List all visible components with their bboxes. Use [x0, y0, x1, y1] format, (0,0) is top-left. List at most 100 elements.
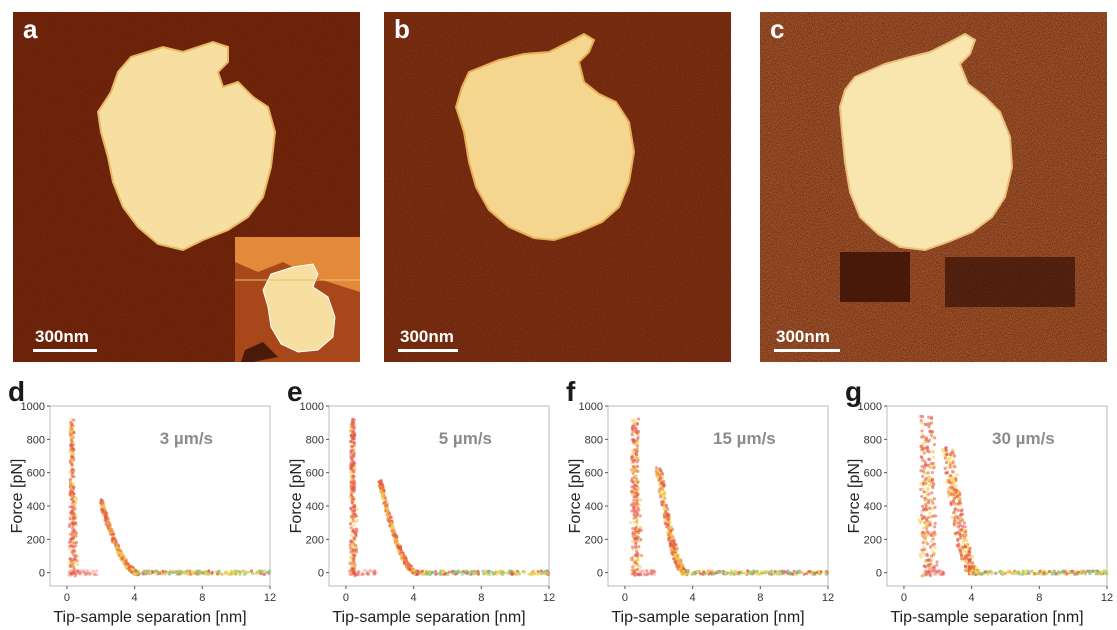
curve-point: [941, 448, 944, 451]
curve-point: [69, 517, 72, 520]
curve-point: [104, 519, 107, 522]
curve-point: [919, 553, 922, 556]
curve-point: [69, 478, 72, 481]
curve-point: [79, 573, 82, 576]
curve-point: [927, 558, 930, 561]
curve-point: [953, 482, 956, 485]
curve-point: [399, 547, 402, 550]
curve-point: [354, 544, 357, 547]
curve-point: [945, 456, 948, 459]
curve-point: [477, 573, 480, 576]
y-axis-label: Force [pN]: [846, 459, 863, 534]
curve-point: [1021, 572, 1024, 575]
curve-point: [922, 470, 925, 473]
curve-point: [635, 491, 638, 494]
curve-point: [924, 536, 927, 539]
curve-point: [178, 571, 181, 574]
curve-point: [928, 512, 931, 515]
curve-point: [960, 517, 963, 520]
curve-point: [72, 448, 75, 451]
curve-point: [662, 498, 665, 501]
curve-point: [923, 548, 926, 551]
curve-point: [928, 520, 931, 523]
curve-point: [702, 570, 705, 573]
curve-point: [924, 521, 927, 524]
curve-point: [978, 572, 981, 575]
curve-point: [348, 573, 351, 576]
y-axis-label: Force [pN]: [567, 459, 584, 534]
curve-point: [381, 497, 384, 500]
x-tick-label: 12: [264, 592, 276, 604]
curve-point: [936, 570, 939, 573]
curve-point: [523, 570, 526, 573]
curve-point: [104, 516, 107, 519]
curve-point: [71, 521, 74, 524]
curve-point: [956, 516, 959, 519]
curve-point: [352, 463, 355, 466]
curve-point: [924, 478, 927, 481]
curve-point: [709, 572, 712, 575]
curve-point: [353, 441, 356, 444]
curve-point: [1042, 571, 1045, 574]
curve-point: [965, 539, 968, 542]
curve-point: [395, 541, 398, 544]
curve-point: [663, 505, 666, 508]
curve-point: [354, 531, 357, 534]
curve-point: [794, 570, 797, 573]
curve-point: [922, 516, 925, 519]
curve-point: [73, 504, 76, 507]
curve-point: [928, 573, 931, 576]
curve-point: [74, 507, 77, 510]
curve-point: [920, 429, 923, 432]
curve-point: [931, 471, 934, 474]
curve-point: [919, 415, 922, 418]
y-tick-label: 1000: [300, 401, 324, 413]
x-tick-label: 4: [132, 592, 138, 604]
scale-bar-b: [398, 349, 458, 352]
curve-point: [959, 534, 962, 537]
curve-point: [636, 481, 639, 484]
curve-point: [658, 490, 661, 493]
x-tick-label: 12: [1101, 592, 1113, 604]
curve-point: [797, 569, 800, 572]
curve-point: [631, 546, 634, 549]
curve-point: [386, 507, 389, 510]
curve-point: [964, 565, 967, 568]
curve-point: [686, 569, 689, 572]
curve-point: [769, 572, 772, 575]
curve-point: [439, 573, 442, 576]
curve-point: [350, 526, 353, 529]
curve-point: [632, 535, 635, 538]
curve-point: [432, 571, 435, 574]
curve-point: [143, 569, 146, 572]
curve-point: [637, 417, 640, 420]
curve-point: [186, 572, 189, 575]
curve-point: [636, 503, 639, 506]
curve-point: [949, 474, 952, 477]
curve-point: [351, 530, 354, 533]
y-tick-label: 0: [318, 568, 324, 580]
curve-point: [1057, 570, 1060, 573]
curve-point: [960, 528, 963, 531]
curve-point: [351, 501, 354, 504]
x-tick-label: 4: [969, 592, 975, 604]
scale-bar-label-a: 300nm: [35, 327, 89, 347]
curve-point: [932, 569, 935, 572]
curve-point: [70, 485, 73, 488]
x-axis-label: Tip-sample separation [nm]: [53, 609, 246, 626]
curve-point: [379, 486, 382, 489]
curve-point: [932, 466, 935, 469]
curve-point: [943, 573, 946, 576]
curve-point: [168, 572, 171, 575]
curve-point: [349, 464, 352, 467]
curve-point: [672, 539, 675, 542]
curve-point: [932, 462, 935, 465]
curve-point: [933, 534, 936, 537]
curve-point: [675, 565, 678, 568]
curve-point: [952, 511, 955, 514]
curve-point: [971, 555, 974, 558]
x-tick-label: 4: [411, 592, 417, 604]
curve-point: [636, 506, 639, 509]
curve-point: [1054, 572, 1057, 575]
x-tick-label: 8: [1036, 592, 1042, 604]
